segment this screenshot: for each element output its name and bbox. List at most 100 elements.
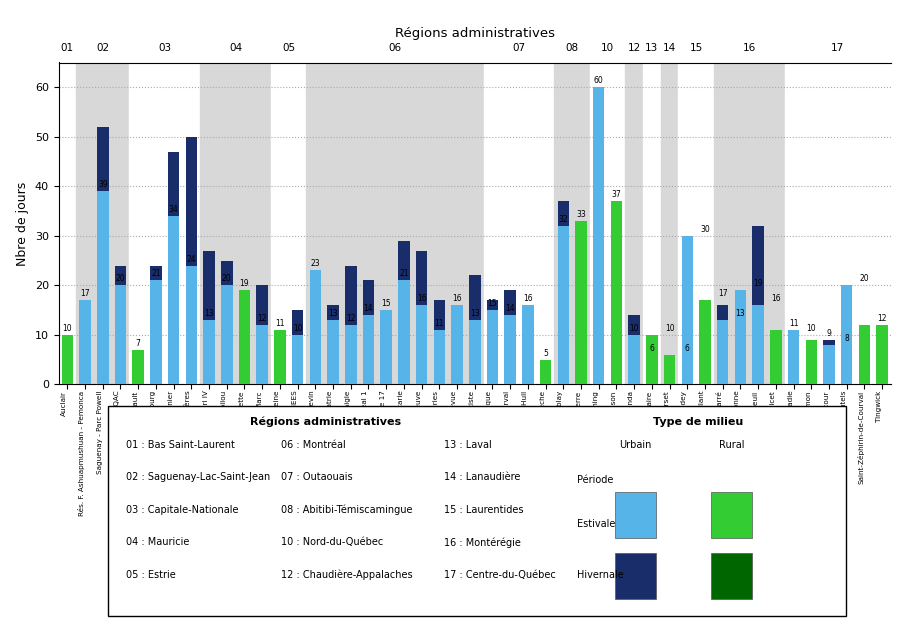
Text: 16: 16 <box>771 294 780 303</box>
Text: 8: 8 <box>844 334 849 342</box>
Text: 12 : Chaudière-Appalaches: 12 : Chaudière-Appalaches <box>282 569 413 580</box>
Text: 5: 5 <box>544 349 548 358</box>
Bar <box>859 325 870 384</box>
Text: 17 : Centre-du-Québec: 17 : Centre-du-Québec <box>444 569 555 579</box>
Text: 32: 32 <box>559 215 568 224</box>
Bar <box>185 266 197 384</box>
Bar <box>398 281 410 384</box>
Bar <box>504 290 516 315</box>
Text: 6: 6 <box>650 344 654 352</box>
Bar <box>168 152 179 216</box>
Text: 19: 19 <box>753 279 763 288</box>
Text: 10: 10 <box>665 324 674 333</box>
Bar <box>451 305 463 384</box>
Bar <box>788 330 799 384</box>
Text: 14: 14 <box>364 304 374 313</box>
Text: 9: 9 <box>826 329 832 338</box>
Text: 11: 11 <box>435 319 444 328</box>
Bar <box>717 305 728 320</box>
Bar <box>785 62 891 384</box>
Bar <box>310 271 321 384</box>
Bar <box>664 354 675 384</box>
Bar <box>58 62 76 384</box>
Bar <box>76 62 130 384</box>
Text: 13 : Laval: 13 : Laval <box>444 440 491 450</box>
Bar <box>626 62 643 384</box>
Text: 02 : Saguenay-Lac-Saint-Jean: 02 : Saguenay-Lac-Saint-Jean <box>126 472 271 482</box>
Bar <box>558 201 569 226</box>
Text: 03 : Capitale-Nationale: 03 : Capitale-Nationale <box>126 504 239 514</box>
Text: 24: 24 <box>186 254 196 264</box>
Text: 05 : Estrie: 05 : Estrie <box>126 569 176 579</box>
Text: 7: 7 <box>136 339 140 348</box>
Bar <box>841 286 852 384</box>
Bar <box>97 191 109 384</box>
Bar <box>274 330 285 384</box>
Bar <box>522 305 534 384</box>
Bar <box>256 325 268 384</box>
Bar <box>661 62 679 384</box>
Bar <box>434 330 446 384</box>
Bar <box>381 310 392 384</box>
Text: 21: 21 <box>399 269 409 278</box>
Bar <box>628 315 640 335</box>
Bar <box>114 266 126 286</box>
Text: 10: 10 <box>62 324 72 333</box>
Bar <box>679 62 714 384</box>
Bar <box>203 320 215 384</box>
Bar <box>824 340 835 345</box>
Bar <box>97 127 109 191</box>
Text: 17: 17 <box>718 289 727 298</box>
Bar <box>150 266 162 281</box>
Text: 16: 16 <box>417 294 427 303</box>
Text: 23: 23 <box>310 259 320 269</box>
Bar <box>711 492 751 538</box>
Text: Type de milieu: Type de milieu <box>653 417 743 427</box>
Text: 6: 6 <box>685 344 689 352</box>
Bar <box>487 310 499 384</box>
Text: 33: 33 <box>576 210 586 219</box>
Bar <box>806 340 817 384</box>
Bar <box>345 266 356 325</box>
Bar <box>770 330 781 384</box>
Bar <box>469 320 481 384</box>
Text: 14 : Lanaudière: 14 : Lanaudière <box>444 472 520 482</box>
Bar <box>292 310 303 335</box>
Bar <box>363 281 374 315</box>
Text: 04 : Mauricie: 04 : Mauricie <box>126 537 190 547</box>
Bar <box>61 335 73 384</box>
Bar <box>643 62 661 384</box>
Bar <box>238 290 250 384</box>
Text: 01 : Bas Saint-Laurent: 01 : Bas Saint-Laurent <box>126 440 235 450</box>
Text: 15: 15 <box>382 299 391 308</box>
Bar <box>271 62 307 384</box>
Bar <box>504 315 516 384</box>
Text: Estivale: Estivale <box>577 519 615 529</box>
Text: 10: 10 <box>292 324 302 333</box>
Bar <box>717 320 728 384</box>
Bar <box>711 552 751 599</box>
Text: 20: 20 <box>860 274 869 283</box>
Text: 15 : Laurentides: 15 : Laurentides <box>444 504 523 514</box>
Text: 16: 16 <box>452 294 462 303</box>
Bar <box>345 325 356 384</box>
Text: 08 : Abitibi-Témiscamingue: 08 : Abitibi-Témiscamingue <box>282 504 413 515</box>
Bar <box>699 300 711 384</box>
Text: Hivernale: Hivernale <box>577 569 624 579</box>
Text: 15: 15 <box>488 299 498 308</box>
Bar <box>416 251 428 305</box>
Text: 12: 12 <box>346 314 356 323</box>
Bar <box>734 290 746 384</box>
Text: 13: 13 <box>470 309 480 318</box>
Text: 21: 21 <box>151 269 161 278</box>
Bar <box>483 62 554 384</box>
Bar <box>558 226 569 384</box>
Bar <box>114 286 126 384</box>
Bar <box>540 359 552 384</box>
Bar <box>221 286 232 384</box>
Bar <box>434 300 446 330</box>
Bar <box>221 261 232 286</box>
Text: 60: 60 <box>594 76 604 85</box>
Text: 07 : Outaouais: 07 : Outaouais <box>282 472 353 482</box>
Bar <box>590 62 625 384</box>
